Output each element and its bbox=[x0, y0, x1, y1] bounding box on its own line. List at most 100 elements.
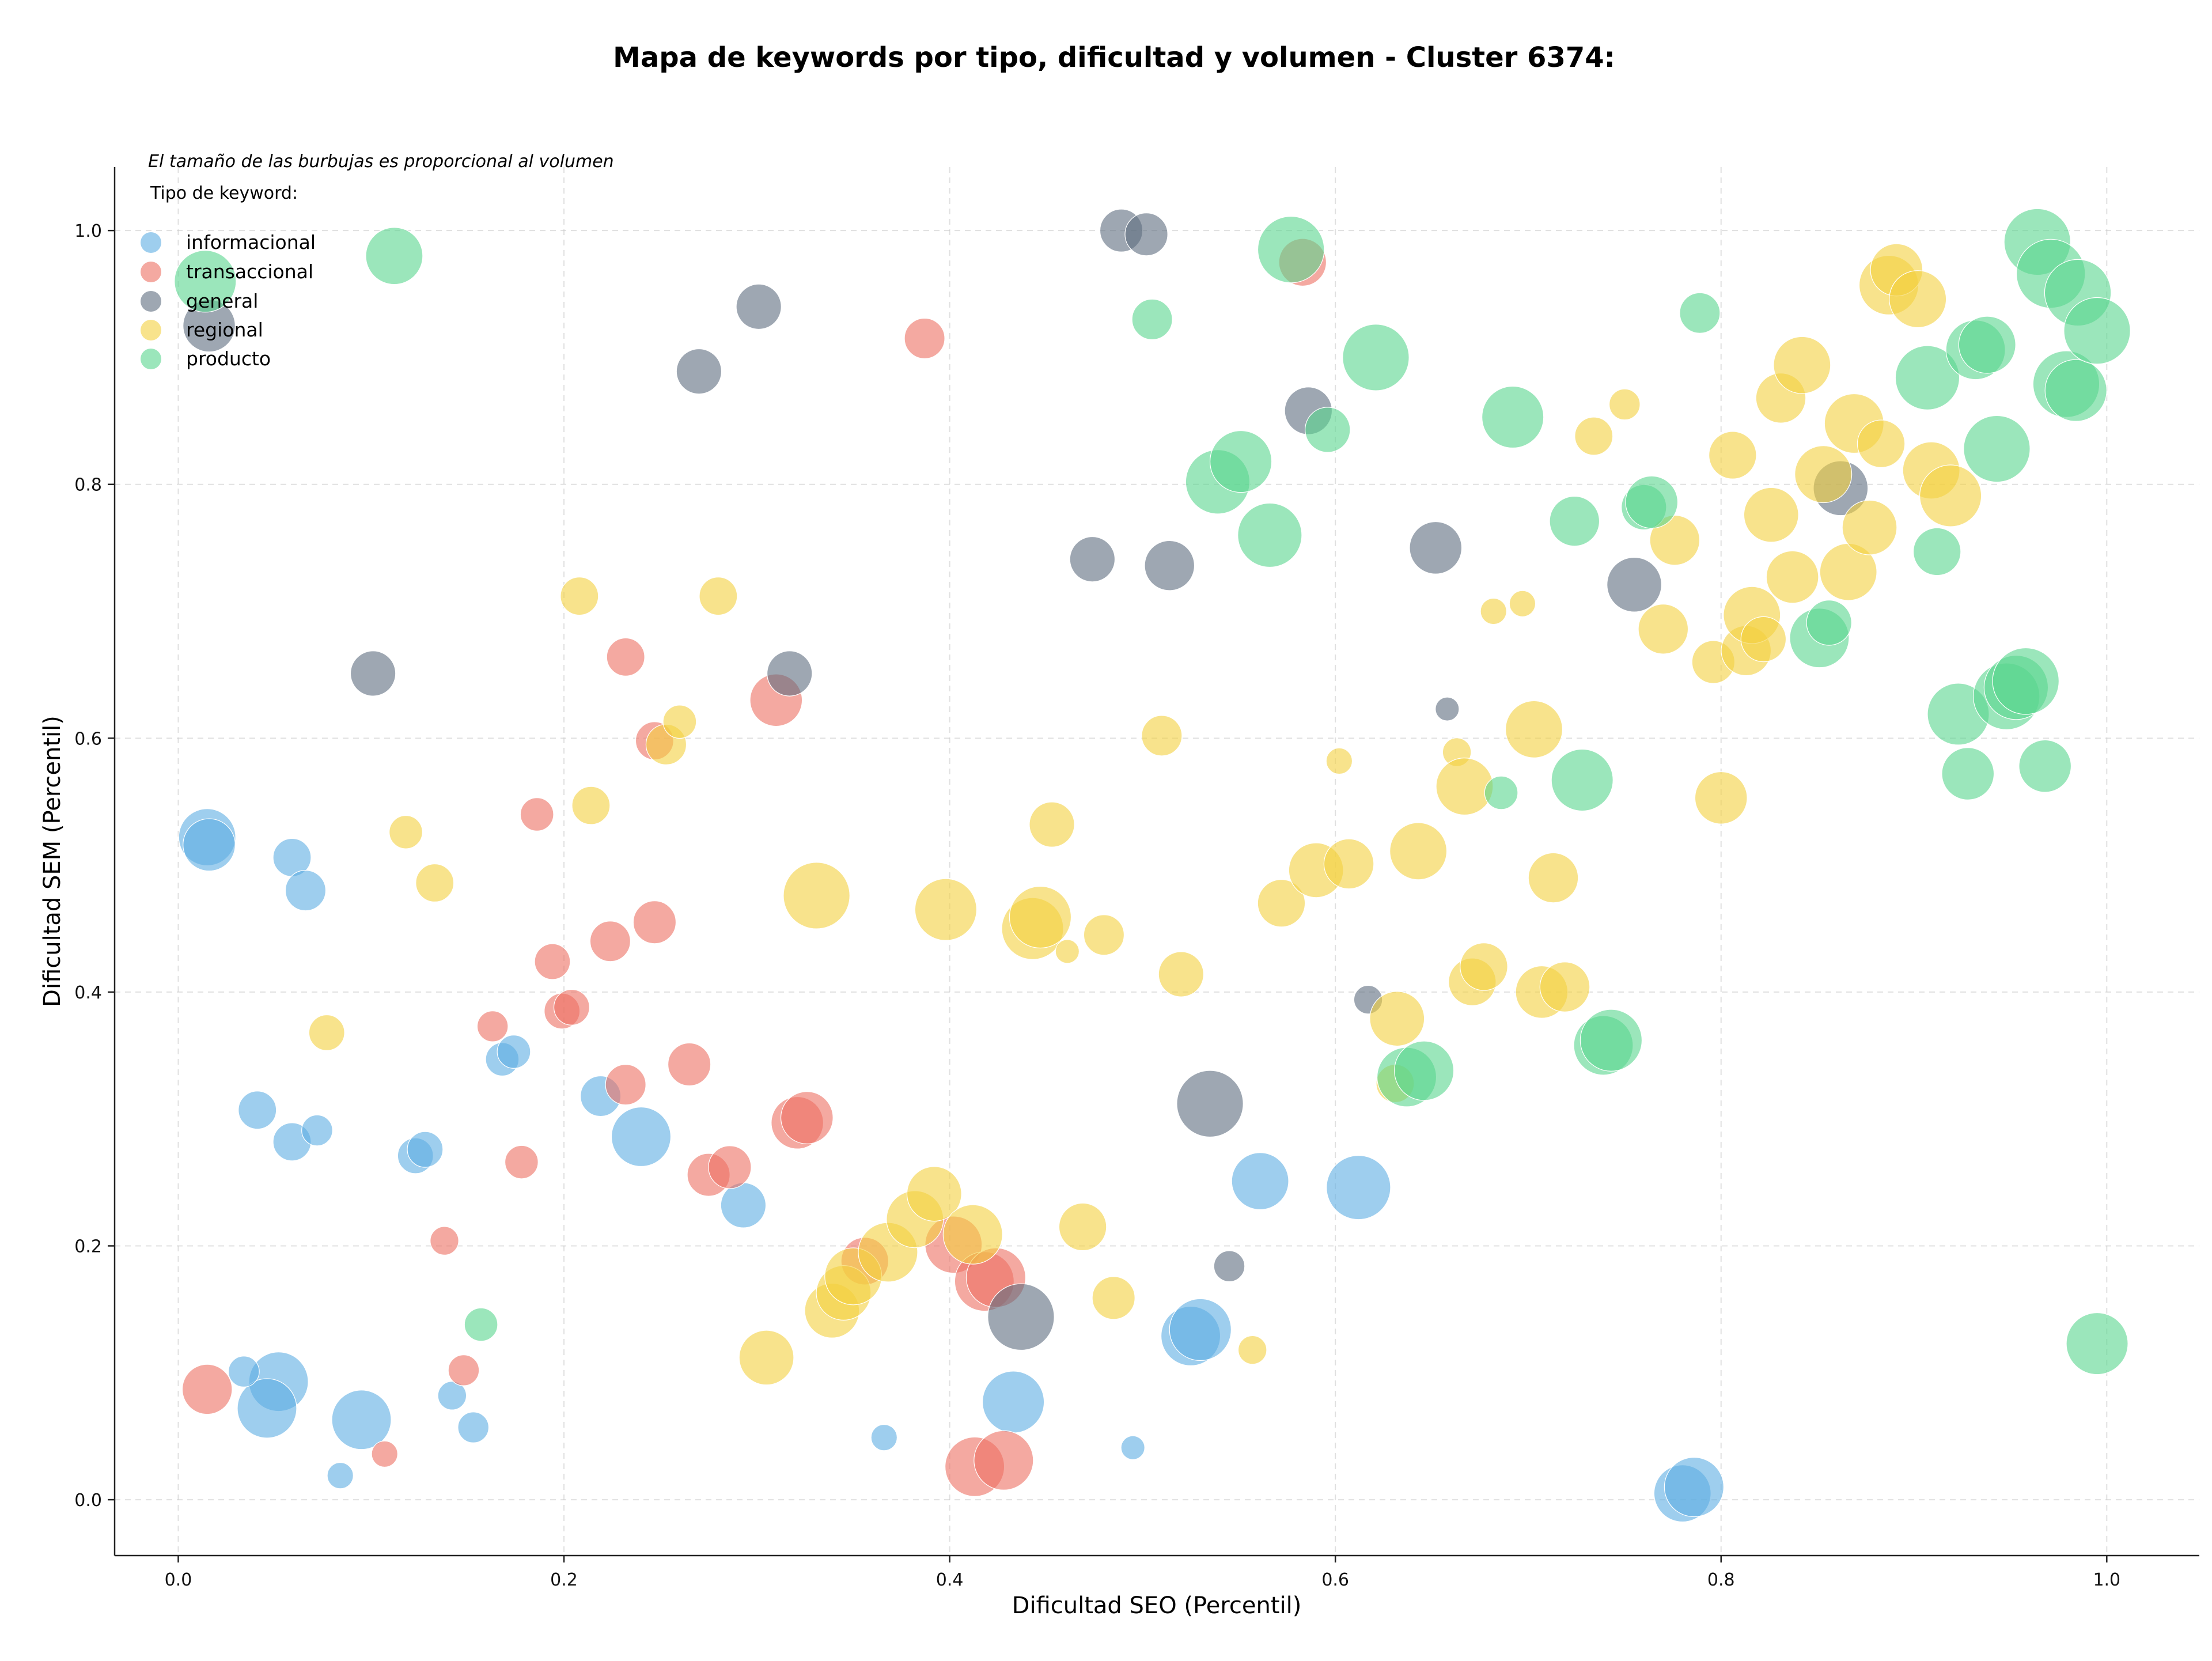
bubble-regional-59 bbox=[1794, 445, 1853, 504]
bubble-transaccional-2 bbox=[448, 1354, 480, 1386]
bubble-producto-32 bbox=[1992, 647, 2059, 715]
bubble-producto-9 bbox=[1342, 324, 1410, 391]
bubble-producto-22 bbox=[1806, 600, 1852, 646]
bubble-regional-27 bbox=[1237, 1335, 1267, 1365]
bubble-producto-34 bbox=[2018, 739, 2072, 793]
bubble-informacional-6 bbox=[301, 1114, 333, 1147]
bubble-transaccional-7 bbox=[534, 943, 571, 980]
bubble-regional-57 bbox=[1766, 550, 1819, 604]
bubble-producto-17 bbox=[1580, 1009, 1643, 1072]
legend-label-regional: regional bbox=[186, 319, 263, 341]
bubble-informacional-23 bbox=[1120, 1435, 1145, 1460]
x-tick-label-4: 0.8 bbox=[1707, 1570, 1735, 1590]
bubble-transaccional-1 bbox=[371, 1440, 398, 1468]
bubble-regional-36 bbox=[1435, 757, 1494, 816]
bubble-regional-39 bbox=[1480, 597, 1507, 625]
bubble-regional-58 bbox=[1773, 336, 1831, 394]
bubble-transaccional-6 bbox=[520, 797, 554, 831]
bubble-regional-2 bbox=[415, 863, 454, 903]
bubble-regional-43 bbox=[1539, 962, 1590, 1012]
bubble-general-4 bbox=[766, 650, 813, 697]
bubble-general-5 bbox=[987, 1283, 1055, 1351]
bubble-layer bbox=[174, 208, 2131, 1523]
bubble-transaccional-10 bbox=[589, 921, 631, 962]
bubble-producto-14 bbox=[1549, 495, 1600, 547]
bubble-producto-0 bbox=[174, 250, 237, 313]
legend-marker-general bbox=[141, 291, 161, 312]
bubble-transaccional-13 bbox=[632, 901, 677, 944]
bubble-regional-6 bbox=[662, 705, 697, 739]
bubble-regional-26 bbox=[1158, 951, 1205, 997]
y-axis-label: Dificultad SEM (Percentil) bbox=[39, 716, 66, 1007]
legend-label-producto: producto bbox=[186, 347, 271, 370]
x-tick-label-3: 0.6 bbox=[1321, 1570, 1349, 1590]
bubble-regional-21 bbox=[1055, 939, 1080, 964]
bubble-transaccional-12 bbox=[605, 1064, 646, 1106]
bubble-transaccional-22 bbox=[904, 317, 945, 360]
bubble-regional-8 bbox=[738, 1330, 794, 1386]
bubble-regional-38 bbox=[1460, 943, 1508, 991]
bubble-regional-45 bbox=[1574, 417, 1613, 456]
legend-marker-informacional bbox=[141, 232, 161, 253]
bubble-informacional-26 bbox=[1231, 1152, 1289, 1210]
x-tick-label-2: 0.4 bbox=[936, 1570, 964, 1590]
bubble-regional-1 bbox=[389, 815, 423, 849]
bubble-producto-1 bbox=[365, 227, 423, 285]
bubble-transaccional-0 bbox=[181, 1364, 233, 1415]
series-regional bbox=[308, 243, 1982, 1386]
bubble-producto-12 bbox=[1484, 775, 1518, 810]
bubble-transaccional-9 bbox=[553, 989, 590, 1026]
bubble-regional-25 bbox=[1141, 715, 1183, 756]
legend-item-general: general bbox=[141, 290, 258, 312]
bubble-regional-17 bbox=[942, 1204, 1003, 1265]
bubble-informacional-10 bbox=[497, 1034, 531, 1069]
bubble-producto-20 bbox=[1679, 292, 1721, 334]
bubble-informacional-20 bbox=[457, 1412, 490, 1443]
bubble-regional-68 bbox=[1919, 464, 1982, 527]
legend-item-informacional: informacional bbox=[141, 231, 316, 253]
series-producto bbox=[174, 208, 2131, 1375]
legend: Tipo de keyword: informacional transacci… bbox=[141, 183, 316, 370]
bubble-producto-37 bbox=[2044, 359, 2107, 422]
y-tick-label-1: 0.2 bbox=[74, 1236, 102, 1257]
y-tick-label-0: 0.0 bbox=[74, 1490, 102, 1511]
bubble-regional-7 bbox=[699, 577, 738, 616]
bubble-producto-6 bbox=[1237, 502, 1302, 568]
bubble-informacional-1 bbox=[183, 818, 236, 872]
legend-item-producto: producto bbox=[141, 347, 271, 370]
bubble-regional-0 bbox=[308, 1014, 345, 1051]
bubble-transaccional-17 bbox=[708, 1145, 752, 1189]
bubble-regional-66 bbox=[1889, 270, 1947, 328]
bubble-regional-63 bbox=[1857, 419, 1906, 468]
legend-item-regional: regional bbox=[141, 319, 263, 341]
bubble-regional-54 bbox=[1740, 616, 1787, 663]
bubble-general-10 bbox=[1176, 1070, 1244, 1138]
bubble-general-15 bbox=[1435, 697, 1460, 721]
bubble-informacional-25 bbox=[1169, 1298, 1232, 1361]
x-axis-label: Dificultad SEO (Percentil) bbox=[1012, 1592, 1302, 1619]
x-tick-label-0: 0.0 bbox=[165, 1570, 192, 1590]
bubble-producto-19 bbox=[1625, 475, 1679, 529]
bubble-regional-41 bbox=[1505, 700, 1563, 758]
legend-item-transaccional: transaccional bbox=[141, 260, 313, 283]
y-tick-label-4: 0.8 bbox=[74, 475, 102, 495]
bubble-informacional-19 bbox=[437, 1381, 467, 1410]
bubble-producto-15 bbox=[1551, 748, 1613, 812]
y-tick-label-3: 0.6 bbox=[74, 729, 102, 749]
bubble-regional-3 bbox=[560, 577, 599, 616]
bubble-regional-15 bbox=[906, 1166, 962, 1222]
legend-label-informacional: informacional bbox=[186, 231, 316, 253]
bubble-regional-55 bbox=[1743, 487, 1799, 543]
chart-title: Mapa de keywords por tipo, dificultad y … bbox=[613, 41, 1615, 74]
axes bbox=[113, 167, 2199, 1557]
bubble-regional-24 bbox=[1092, 1276, 1135, 1320]
y-tick-label-2: 0.4 bbox=[74, 983, 102, 1003]
legend-marker-producto bbox=[141, 349, 161, 369]
bubble-producto-13 bbox=[1482, 385, 1544, 449]
bubble-producto-40 bbox=[2066, 1312, 2128, 1375]
bubble-regional-22 bbox=[1083, 914, 1125, 956]
legend-label-general: general bbox=[186, 290, 258, 312]
legend-marker-transaccional bbox=[141, 262, 161, 282]
bubble-producto-2 bbox=[464, 1307, 498, 1342]
bubble-producto-3 bbox=[1131, 298, 1173, 340]
